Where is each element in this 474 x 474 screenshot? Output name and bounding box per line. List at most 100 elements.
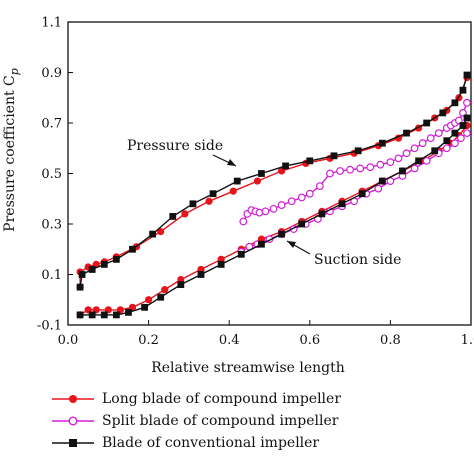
y-tick-label: 0.1 <box>41 268 62 283</box>
data-point <box>88 266 96 273</box>
data-point <box>78 271 86 278</box>
data-point <box>305 189 314 198</box>
suction-side-annotation: Suction side <box>314 252 401 268</box>
data-point <box>112 311 120 319</box>
legend-item-split-blade: Split blade of compound impeller <box>52 410 452 432</box>
data-point <box>149 230 157 238</box>
data-point <box>394 154 403 163</box>
pressure-side-arrowhead <box>227 159 236 166</box>
data-point <box>217 261 225 268</box>
series-conventional-blade <box>76 71 471 319</box>
data-point <box>451 129 459 137</box>
data-point <box>76 311 84 319</box>
x-axis: 0.0 0.2 0.4 0.6 0.8 1.0 <box>58 320 474 348</box>
data-point <box>451 99 459 107</box>
data-point <box>455 116 463 125</box>
y-tick-label: -0.1 <box>37 319 62 334</box>
data-point <box>100 261 108 268</box>
data-point <box>125 308 132 316</box>
y-axis: -0.1 0.1 0.3 0.5 0.7 0.9 1.1 <box>37 16 73 334</box>
data-point <box>443 137 451 145</box>
data-point <box>459 108 467 117</box>
annotations: Pressure side Suction side <box>127 138 401 268</box>
data-point <box>141 303 148 311</box>
legend-label-conventional-blade: Blade of conventional impeller <box>102 435 320 451</box>
data-point <box>410 164 419 173</box>
data-point <box>88 311 96 319</box>
plot-border <box>67 21 472 326</box>
data-point <box>336 167 344 175</box>
data-point <box>463 114 471 122</box>
data-point <box>278 230 285 238</box>
data-point <box>269 204 278 213</box>
data-point <box>318 210 326 218</box>
x-tick-label: 0.0 <box>58 333 79 348</box>
data-point <box>258 170 265 177</box>
x-tick-label: 0.8 <box>380 333 401 348</box>
data-point <box>100 311 108 319</box>
data-point <box>399 167 406 175</box>
data-point <box>354 147 362 155</box>
data-point <box>463 129 471 138</box>
data-point <box>439 109 447 117</box>
data-point <box>157 293 165 301</box>
data-point <box>169 213 177 220</box>
y-tick-label: 0.5 <box>41 167 62 182</box>
legend: Long blade of compound impeller Split bl… <box>52 388 452 454</box>
data-point <box>326 169 334 178</box>
data-point <box>76 283 84 291</box>
data-point <box>129 245 136 253</box>
legend-label-split-blade: Split blade of compound impeller <box>102 413 339 429</box>
chart: 0.0 0.2 0.4 0.6 0.8 1.0 -0.1 0.1 0.3 0.5 0.7 0.9 1.… <box>2 16 474 377</box>
data-point <box>258 240 265 248</box>
data-point <box>459 122 467 129</box>
x-tick-label: 0.6 <box>299 333 320 348</box>
data-point <box>459 86 467 94</box>
data-point <box>239 217 248 226</box>
data-point <box>253 177 262 185</box>
data-point <box>161 286 169 294</box>
data-point <box>457 134 465 143</box>
data-point <box>378 177 386 185</box>
legend-item-long-blade: Long blade of compound impeller <box>52 388 452 410</box>
legend-swatch-conventional-blade <box>52 439 94 447</box>
plot-frame <box>67 21 472 326</box>
data-point <box>415 157 423 165</box>
data-point <box>374 184 383 193</box>
legend-item-conventional-blade: Blade of conventional impeller <box>52 432 452 454</box>
data-point <box>346 165 355 174</box>
series-line-long-blade-pressure <box>79 77 468 288</box>
data-point <box>402 149 411 158</box>
data-point <box>233 177 241 185</box>
data-point <box>422 156 431 165</box>
data-point <box>434 129 443 138</box>
data-point <box>442 144 451 153</box>
data-point <box>450 139 459 148</box>
series-long-blade <box>76 73 471 319</box>
data-point <box>403 129 410 137</box>
data-point <box>209 190 217 198</box>
data-point <box>287 197 296 206</box>
data-point <box>298 220 306 228</box>
data-point <box>306 157 314 165</box>
data-point <box>177 281 185 288</box>
data-point <box>463 98 471 107</box>
data-point <box>366 163 375 172</box>
y-tick-label: 0.7 <box>41 117 62 132</box>
legend-swatch-long-blade <box>52 395 94 403</box>
series-split-blade <box>237 98 471 256</box>
data-point <box>112 255 120 263</box>
x-tick-label: 1.0 <box>461 333 474 348</box>
data-point <box>261 207 270 216</box>
data-point <box>282 162 290 170</box>
data-point <box>181 210 189 218</box>
data-point <box>145 296 153 304</box>
data-point <box>418 139 427 148</box>
data-point <box>237 250 245 258</box>
data-point <box>358 190 366 198</box>
data-point <box>378 139 386 147</box>
data-point <box>338 200 346 208</box>
data-point <box>157 227 165 236</box>
pressure-side-annotation: Pressure side <box>127 138 223 154</box>
data-point <box>189 200 197 208</box>
